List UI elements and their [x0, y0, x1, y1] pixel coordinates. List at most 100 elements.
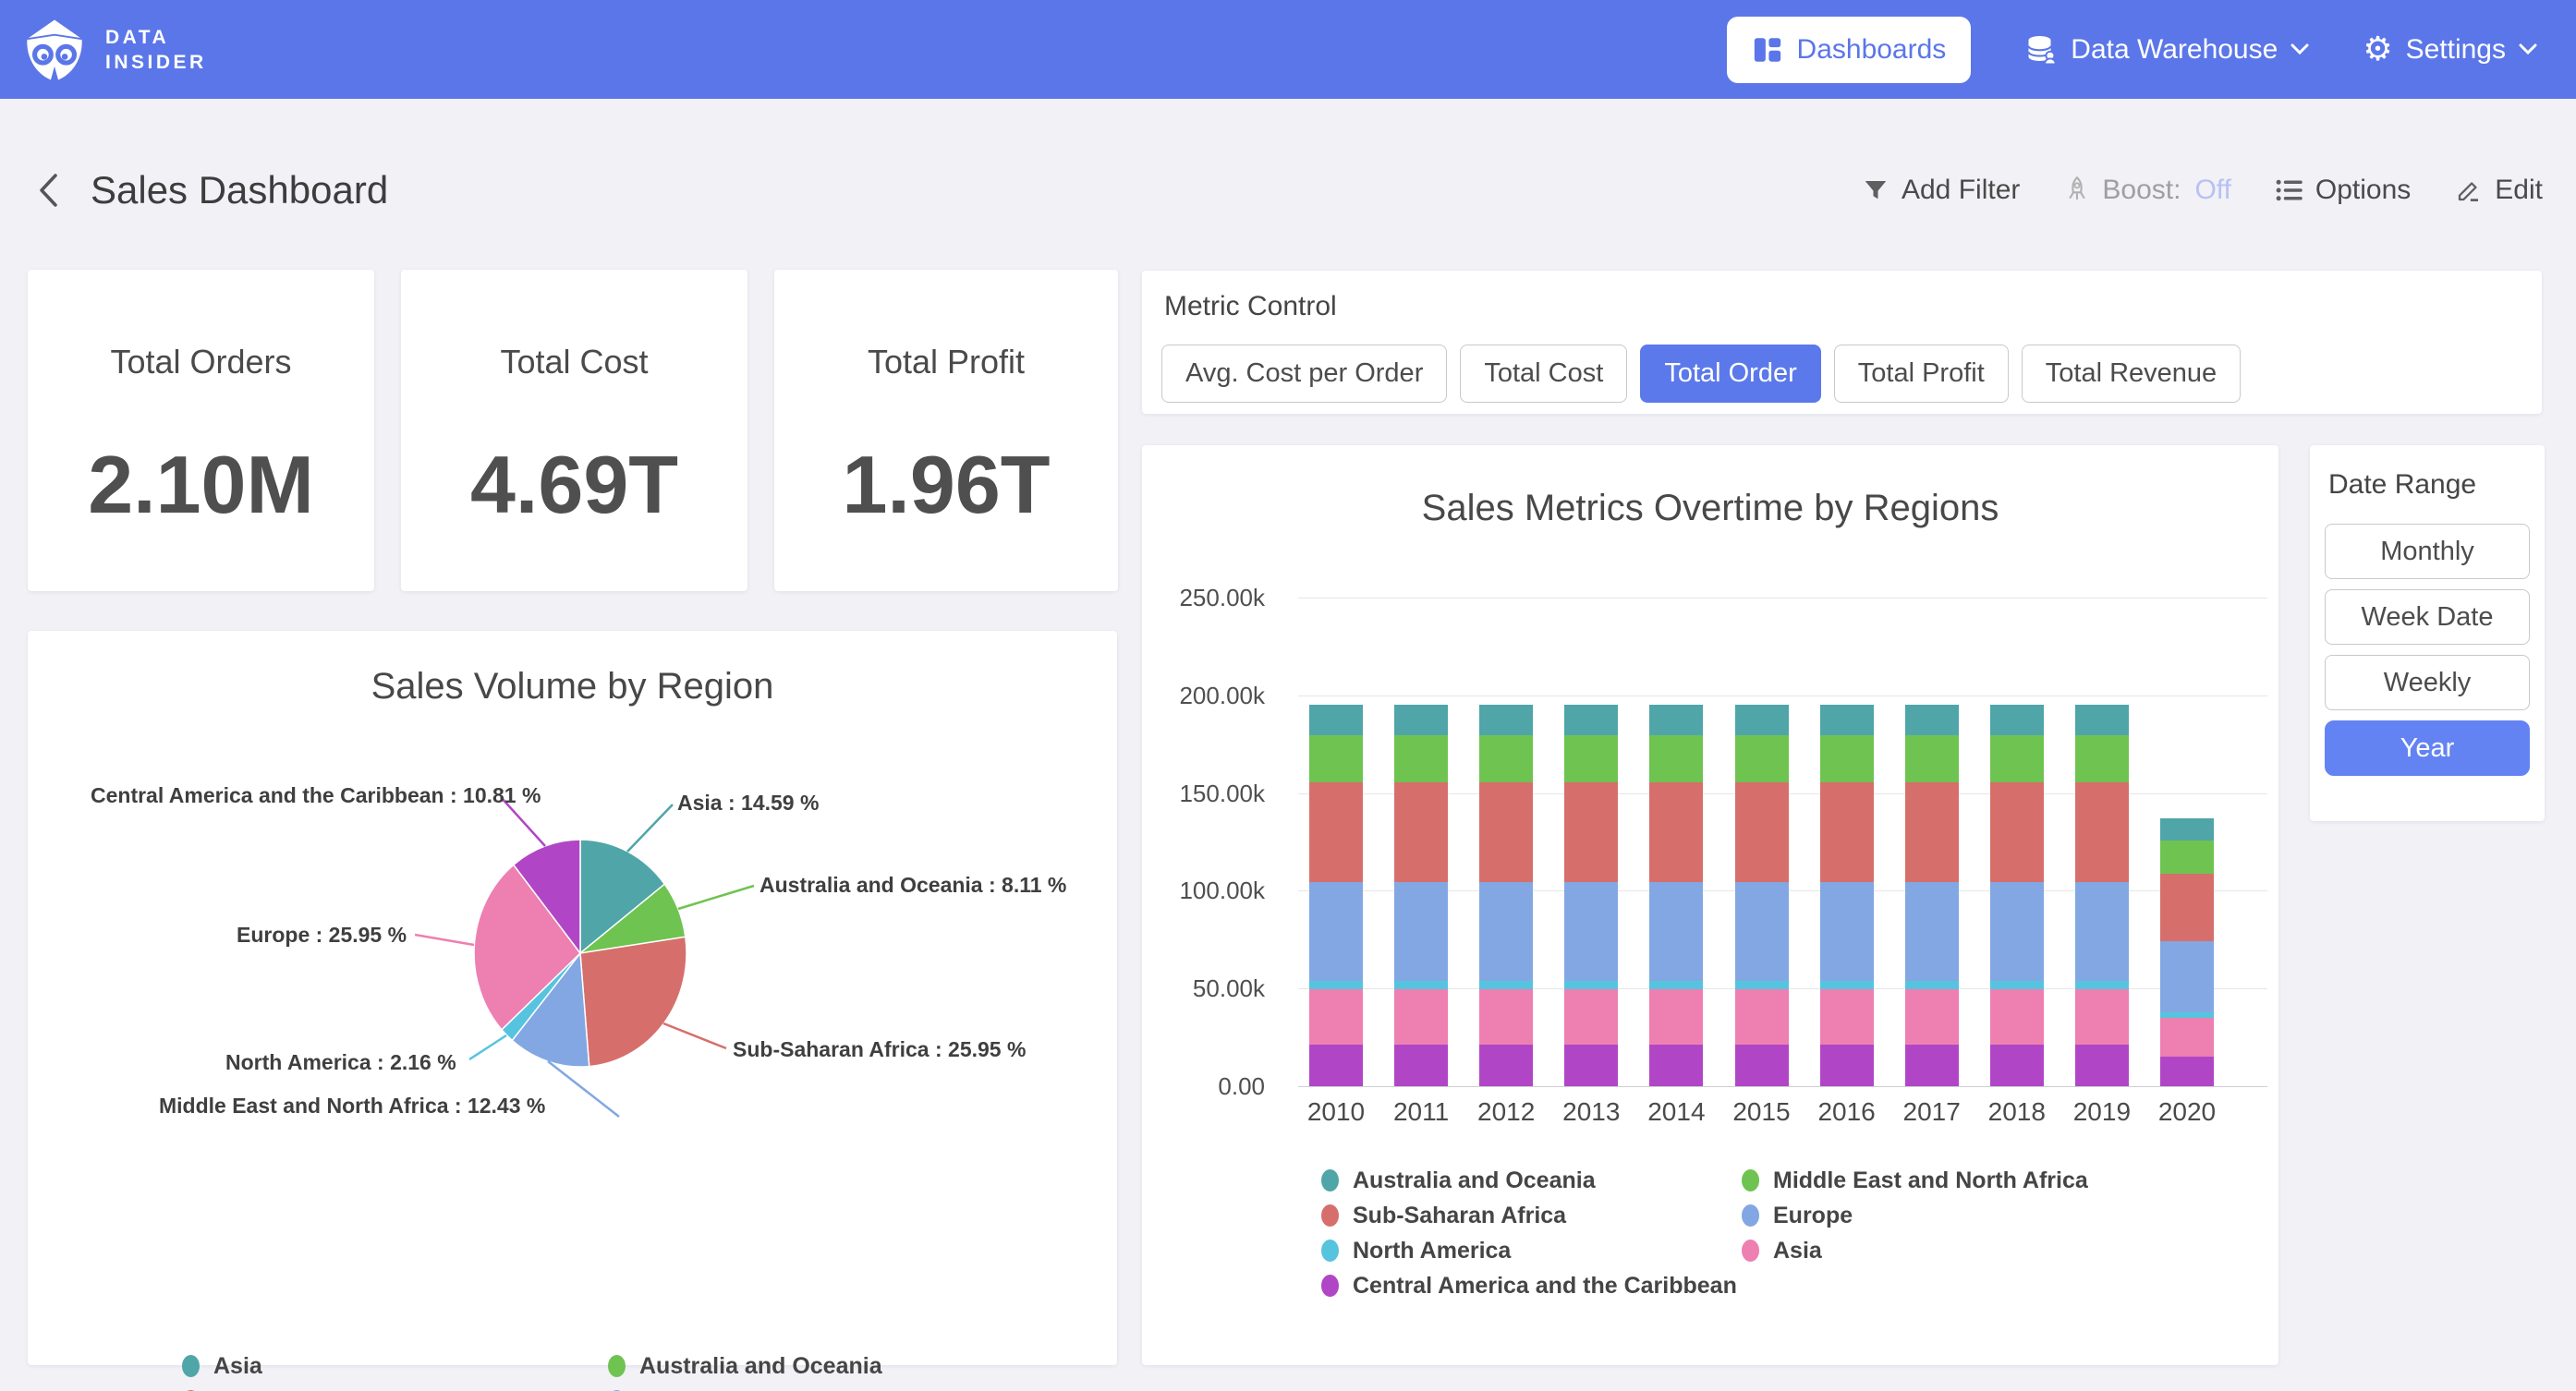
- boost-indicator[interactable]: Boost: Off: [2064, 175, 2231, 206]
- bar-segment-2012-middle-east-and-north-africa[interactable]: [1479, 735, 1534, 783]
- bar-segment-2016-middle-east-and-north-africa[interactable]: [1819, 735, 1874, 783]
- bar-segment-2010-asia[interactable]: [1309, 988, 1363, 1046]
- bar-legend-item-asia[interactable]: Asia: [1742, 1238, 2088, 1264]
- bar-segment-2017-australia-and-oceania[interactable]: [1904, 704, 1959, 736]
- bar-segment-2014-north-america[interactable]: [1649, 981, 1704, 989]
- bar-segment-2018-central-america-and-the-caribbean[interactable]: [1989, 1045, 2044, 1086]
- date-option-week-date[interactable]: Week Date: [2325, 589, 2530, 645]
- metric-option-total-order[interactable]: Total Order: [1640, 345, 1821, 403]
- pie-legend-item-asia[interactable]: Asia: [182, 1353, 598, 1379]
- bar-segment-2015-europe[interactable]: [1734, 881, 1789, 982]
- bar-segment-2013-central-america-and-the-caribbean[interactable]: [1564, 1045, 1619, 1086]
- bar-2010[interactable]: [1309, 704, 1363, 1087]
- bar-segment-2015-central-america-and-the-caribbean[interactable]: [1734, 1045, 1789, 1086]
- bar-2018[interactable]: [1989, 704, 2044, 1087]
- nav-settings[interactable]: ⚙ Settings: [2363, 32, 2537, 67]
- bar-segment-2013-asia[interactable]: [1564, 988, 1619, 1046]
- back-button[interactable]: [37, 172, 59, 209]
- bar-segment-2012-europe[interactable]: [1479, 881, 1534, 982]
- bar-segment-2015-middle-east-and-north-africa[interactable]: [1734, 735, 1789, 783]
- bar-segment-2011-north-america[interactable]: [1394, 981, 1449, 989]
- bar-segment-2010-central-america-and-the-caribbean[interactable]: [1309, 1045, 1363, 1086]
- bar-legend-item-sub-saharan-africa[interactable]: Sub-Saharan Africa: [1321, 1203, 1737, 1228]
- bar-legend-item-middle-east-and-north-africa[interactable]: Middle East and North Africa: [1742, 1167, 2088, 1193]
- bar-segment-2014-asia[interactable]: [1649, 988, 1704, 1046]
- bar-segment-2012-australia-and-oceania[interactable]: [1479, 704, 1534, 736]
- bar-segment-2012-north-america[interactable]: [1479, 981, 1534, 989]
- bar-segment-2019-north-america[interactable]: [2074, 981, 2129, 989]
- bar-segment-2014-sub-saharan-africa[interactable]: [1649, 782, 1704, 882]
- pie-slice-europe[interactable]: [473, 864, 581, 1031]
- bar-segment-2016-europe[interactable]: [1819, 881, 1874, 982]
- bar-segment-2020-australia-and-oceania[interactable]: [2160, 818, 2214, 841]
- metric-option-total-revenue[interactable]: Total Revenue: [2021, 345, 2242, 403]
- bar-segment-2011-asia[interactable]: [1394, 988, 1449, 1046]
- nav-data-warehouse[interactable]: Data Warehouse: [2024, 33, 2309, 67]
- bar-2015[interactable]: [1734, 704, 1789, 1087]
- bar-legend-item-australia-and-oceania[interactable]: Australia and Oceania: [1321, 1167, 1737, 1193]
- bar-segment-2017-middle-east-and-north-africa[interactable]: [1904, 735, 1959, 783]
- bar-segment-2013-australia-and-oceania[interactable]: [1564, 704, 1619, 736]
- bar-legend-item-central-america-and-the-caribbean[interactable]: Central America and the Caribbean: [1321, 1273, 1737, 1299]
- bar-segment-2019-central-america-and-the-caribbean[interactable]: [2074, 1045, 2129, 1086]
- bar-2014[interactable]: [1649, 704, 1704, 1087]
- pie-slice-sub-saharan-africa[interactable]: [579, 936, 687, 1068]
- bar-segment-2018-north-america[interactable]: [1989, 981, 2044, 989]
- bar-segment-2020-sub-saharan-africa[interactable]: [2160, 873, 2214, 941]
- bar-2016[interactable]: [1819, 704, 1874, 1087]
- bar-segment-2018-middle-east-and-north-africa[interactable]: [1989, 735, 2044, 783]
- bar-2020[interactable]: [2160, 818, 2214, 1086]
- bar-segment-2013-europe[interactable]: [1564, 881, 1619, 982]
- bar-segment-2011-central-america-and-the-caribbean[interactable]: [1394, 1045, 1449, 1086]
- add-filter-button[interactable]: Add Filter: [1862, 175, 2020, 206]
- bar-segment-2014-middle-east-and-north-africa[interactable]: [1649, 735, 1704, 783]
- options-button[interactable]: Options: [2276, 175, 2411, 206]
- bar-segment-2012-sub-saharan-africa[interactable]: [1479, 782, 1534, 882]
- date-option-weekly[interactable]: Weekly: [2325, 655, 2530, 710]
- bar-segment-2020-europe[interactable]: [2160, 940, 2214, 1012]
- bar-segment-2014-europe[interactable]: [1649, 881, 1704, 982]
- bar-segment-2010-europe[interactable]: [1309, 881, 1363, 982]
- bar-segment-2019-asia[interactable]: [2074, 988, 2129, 1046]
- bar-segment-2013-sub-saharan-africa[interactable]: [1564, 782, 1619, 882]
- bar-segment-2020-central-america-and-the-caribbean[interactable]: [2160, 1056, 2214, 1086]
- bar-segment-2017-europe[interactable]: [1904, 881, 1959, 982]
- bar-segment-2017-north-america[interactable]: [1904, 981, 1959, 989]
- bar-segment-2019-europe[interactable]: [2074, 881, 2129, 982]
- bar-segment-2016-australia-and-oceania[interactable]: [1819, 704, 1874, 736]
- pie-legend-item-australia-and-oceania[interactable]: Australia and Oceania: [608, 1353, 954, 1379]
- bar-segment-2018-asia[interactable]: [1989, 988, 2044, 1046]
- bar-2017[interactable]: [1904, 704, 1959, 1087]
- bar-segment-2014-central-america-and-the-caribbean[interactable]: [1649, 1045, 1704, 1086]
- bar-legend-item-europe[interactable]: Europe: [1742, 1203, 2088, 1228]
- bar-segment-2011-europe[interactable]: [1394, 881, 1449, 982]
- bar-segment-2016-central-america-and-the-caribbean[interactable]: [1819, 1045, 1874, 1086]
- bar-segment-2015-australia-and-oceania[interactable]: [1734, 704, 1789, 736]
- bar-segment-2010-australia-and-oceania[interactable]: [1309, 704, 1363, 736]
- bar-segment-2016-north-america[interactable]: [1819, 981, 1874, 989]
- bar-segment-2018-europe[interactable]: [1989, 881, 2044, 982]
- metric-option-total-profit[interactable]: Total Profit: [1833, 345, 2009, 403]
- bar-segment-2013-north-america[interactable]: [1564, 981, 1619, 989]
- bar-segment-2019-australia-and-oceania[interactable]: [2074, 704, 2129, 736]
- bar-segment-2011-australia-and-oceania[interactable]: [1394, 704, 1449, 736]
- bar-segment-2017-sub-saharan-africa[interactable]: [1904, 782, 1959, 882]
- bar-segment-2012-central-america-and-the-caribbean[interactable]: [1479, 1045, 1534, 1086]
- bar-2012[interactable]: [1479, 704, 1534, 1087]
- bar-segment-2017-asia[interactable]: [1904, 988, 1959, 1046]
- date-option-monthly[interactable]: Monthly: [2325, 524, 2530, 579]
- nav-dashboards[interactable]: Dashboards: [1726, 16, 1972, 83]
- bar-segment-2014-australia-and-oceania[interactable]: [1649, 704, 1704, 736]
- bar-segment-2010-middle-east-and-north-africa[interactable]: [1309, 735, 1363, 783]
- bar-segment-2010-sub-saharan-africa[interactable]: [1309, 782, 1363, 882]
- bar-segment-2013-middle-east-and-north-africa[interactable]: [1564, 735, 1619, 783]
- bar-segment-2015-north-america[interactable]: [1734, 981, 1789, 989]
- edit-button[interactable]: Edit: [2455, 175, 2543, 206]
- bar-segment-2018-australia-and-oceania[interactable]: [1989, 704, 2044, 736]
- bar-segment-2011-middle-east-and-north-africa[interactable]: [1394, 735, 1449, 783]
- bar-segment-2017-central-america-and-the-caribbean[interactable]: [1904, 1045, 1959, 1086]
- bar-segment-2020-asia[interactable]: [2160, 1018, 2214, 1057]
- bar-segment-2012-asia[interactable]: [1479, 988, 1534, 1046]
- bar-segment-2011-sub-saharan-africa[interactable]: [1394, 782, 1449, 882]
- bar-segment-2019-middle-east-and-north-africa[interactable]: [2074, 735, 2129, 783]
